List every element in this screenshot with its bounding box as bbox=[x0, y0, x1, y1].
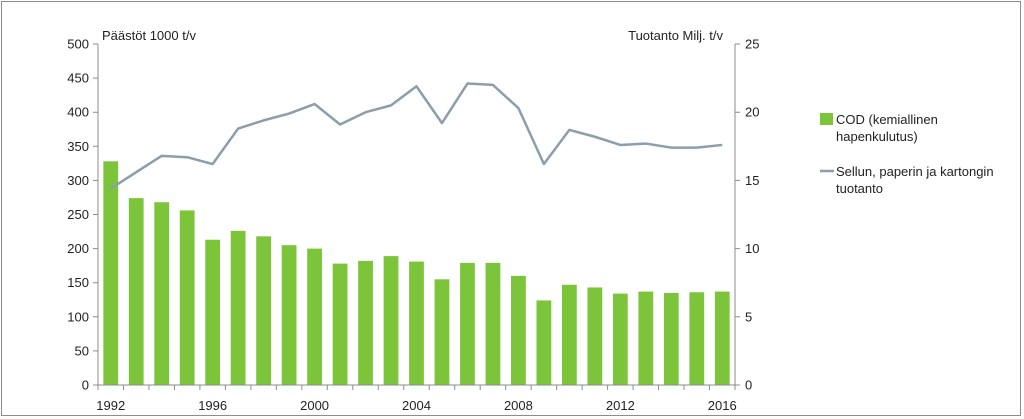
cod-bar bbox=[409, 261, 424, 385]
left-tick-label: 250 bbox=[67, 207, 89, 222]
cod-bar bbox=[205, 239, 221, 385]
x-tick-label: 2004 bbox=[402, 398, 431, 413]
right-tick-label: 20 bbox=[745, 105, 759, 120]
legend-swatch-cod bbox=[820, 113, 833, 125]
left-tick-label: 100 bbox=[67, 309, 89, 324]
cod-bar bbox=[434, 279, 450, 385]
cod-bar bbox=[307, 248, 322, 385]
right-tick-label: 0 bbox=[745, 378, 752, 393]
cod-bar bbox=[256, 236, 272, 385]
x-tick-label: 2000 bbox=[300, 398, 329, 413]
x-tick-label: 2012 bbox=[606, 398, 635, 413]
cod-bar bbox=[561, 284, 577, 385]
cod-bar bbox=[536, 300, 552, 385]
right-axis-ticks: 0 5 10 15 20 25 bbox=[745, 37, 759, 393]
cod-bar bbox=[383, 256, 399, 385]
cod-bar bbox=[358, 260, 373, 385]
right-tick-label: 5 bbox=[745, 309, 752, 324]
cod-bar bbox=[612, 293, 628, 385]
x-tick-label: 1996 bbox=[198, 398, 227, 413]
cod-bar bbox=[663, 292, 679, 385]
x-axis-ticks: 1992 1996 2000 2004 2008 2012 2016 bbox=[96, 398, 736, 413]
left-tick-label: 400 bbox=[67, 105, 89, 120]
cod-bar bbox=[154, 202, 170, 385]
x-tick-label: 2008 bbox=[504, 398, 533, 413]
cod-bar bbox=[714, 291, 730, 385]
legend: COD (kemiallinen hapenkulutus) Sellun, pap… bbox=[820, 112, 994, 196]
left-axis-title: Päästöt 1000 t/v bbox=[102, 28, 196, 43]
legend-label-cod: hapenkulutus) bbox=[836, 129, 918, 144]
cod-bar bbox=[587, 287, 603, 385]
left-tick-label: 0 bbox=[82, 378, 89, 393]
cod-bar bbox=[230, 230, 246, 385]
x-tick-label: 2016 bbox=[708, 398, 737, 413]
left-tick-label: 150 bbox=[67, 275, 89, 290]
legend-label-production: tuotanto bbox=[836, 181, 883, 196]
left-tick-label: 450 bbox=[67, 71, 89, 86]
left-tick-label: 50 bbox=[75, 343, 89, 358]
cod-bar bbox=[281, 245, 297, 385]
cod-bar bbox=[638, 291, 654, 385]
cod-bars bbox=[103, 161, 730, 385]
production-line bbox=[110, 82, 723, 190]
right-tick-label: 15 bbox=[745, 173, 759, 188]
legend-label-production: Sellun, paperin ja kartongin bbox=[836, 164, 994, 179]
x-tick-label: 1992 bbox=[96, 398, 125, 413]
left-tick-label: 350 bbox=[67, 139, 89, 154]
right-tick-label: 10 bbox=[745, 241, 759, 256]
cod-bar bbox=[485, 262, 501, 385]
cod-bar bbox=[128, 198, 144, 385]
cod-bar bbox=[332, 263, 348, 385]
cod-bar bbox=[103, 161, 119, 385]
right-axis-title: Tuotanto Milj. t/v bbox=[628, 28, 723, 43]
cod-bar bbox=[179, 210, 195, 385]
cod-bar bbox=[460, 262, 475, 385]
left-tick-label: 500 bbox=[67, 37, 89, 52]
left-axis-ticks: 0 50 100 150 200 250 300 350 400 450 500 bbox=[67, 37, 89, 393]
legend-label-cod: COD (kemiallinen bbox=[836, 112, 938, 127]
axis-lines bbox=[93, 43, 740, 390]
cod-bar bbox=[511, 275, 526, 385]
left-tick-label: 300 bbox=[67, 173, 89, 188]
left-tick-label: 200 bbox=[67, 241, 89, 256]
cod-bar bbox=[689, 292, 705, 385]
right-tick-label: 25 bbox=[745, 37, 759, 52]
